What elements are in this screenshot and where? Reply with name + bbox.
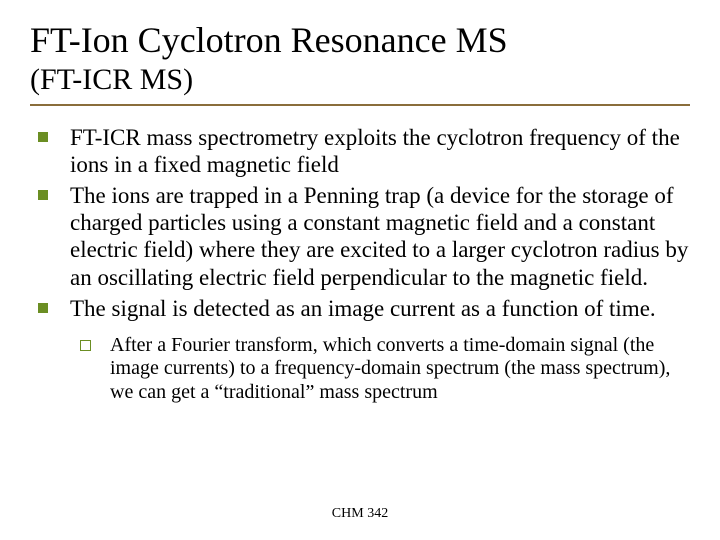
slide-footer: CHM 342 — [0, 506, 720, 522]
list-item: After a Fourier transform, which convert… — [70, 334, 690, 405]
list-item: The signal is detected as an image curre… — [30, 295, 690, 405]
slide: FT-Ion Cyclotron Resonance MS (FT-ICR MS… — [0, 0, 720, 540]
sub-bullet-list: After a Fourier transform, which convert… — [70, 334, 690, 405]
slide-body: FT-ICR mass spectrometry exploits the cy… — [30, 124, 690, 405]
bullet-text: The signal is detected as an image curre… — [70, 296, 656, 321]
list-item: The ions are trapped in a Penning trap (… — [30, 182, 690, 291]
list-item: FT-ICR mass spectrometry exploits the cy… — [30, 124, 690, 178]
bullet-list: FT-ICR mass spectrometry exploits the cy… — [30, 124, 690, 405]
slide-title: FT-Ion Cyclotron Resonance MS — [30, 20, 690, 61]
bullet-text: The ions are trapped in a Penning trap (… — [70, 183, 688, 289]
bullet-text: FT-ICR mass spectrometry exploits the cy… — [70, 125, 680, 177]
bullet-text: After a Fourier transform, which convert… — [110, 334, 670, 403]
title-block: FT-Ion Cyclotron Resonance MS (FT-ICR MS… — [30, 20, 690, 106]
slide-subtitle: (FT-ICR MS) — [30, 63, 690, 98]
